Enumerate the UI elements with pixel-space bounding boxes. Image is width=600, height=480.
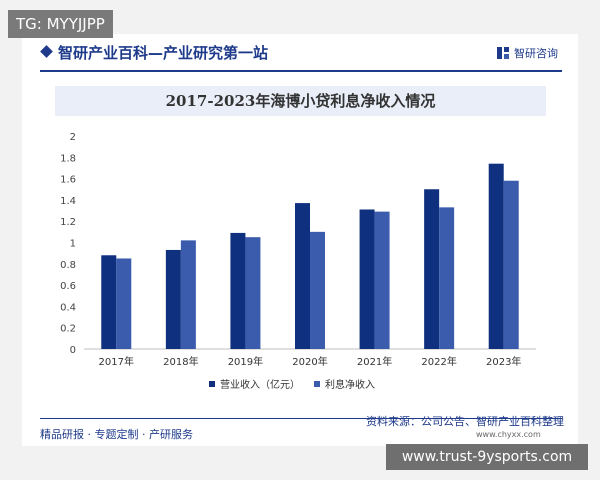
bar-net-interest: [439, 207, 455, 349]
y-tick-label: 0.2: [60, 324, 76, 335]
legend-label-revenue: 营业收入（亿元）: [220, 380, 300, 391]
bar-revenue: [165, 249, 181, 349]
y-tick-label: 0.6: [60, 281, 76, 292]
y-tick-label: 1: [70, 239, 76, 250]
bar-net-interest: [180, 240, 196, 349]
legend-swatch-net-interest: [314, 380, 320, 387]
y-tick-label: 0.8: [60, 260, 76, 271]
chart-legend: 营业收入（亿元） 利息净收入: [209, 376, 389, 391]
bar-net-interest: [310, 231, 325, 349]
bar-revenue: [488, 163, 504, 349]
bar-net-interest: [374, 211, 390, 349]
bar-revenue: [359, 209, 375, 349]
y-tick-label: 2: [70, 132, 76, 143]
x-tick-label: 2018年: [163, 355, 198, 368]
footer-services: 精品研报 · 专题定制 · 产研服务: [40, 428, 193, 441]
footer-source: 资料来源：公司公告、智研产业百科整理: [366, 415, 564, 428]
header-divider: [40, 70, 562, 72]
x-tick-label: 2017年: [99, 355, 134, 368]
legend-item-revenue: 营业收入（亿元）: [209, 376, 300, 391]
y-tick-label: 1.4: [60, 196, 76, 207]
tg-tag: TG: MYYJJPP: [8, 10, 113, 38]
y-tick-label: 1.2: [60, 217, 76, 228]
legend-swatch-revenue: [209, 380, 215, 387]
footer-url: www.chyxx.com: [476, 430, 541, 439]
bar-revenue: [230, 232, 246, 349]
legend-item-net-interest: 利息净收入: [314, 376, 375, 391]
x-tick-label: 2023年: [486, 355, 521, 368]
bar-revenue: [101, 255, 117, 349]
y-tick-label: 1.8: [60, 153, 76, 164]
watermark-banner: www.trust-9ysports.com: [386, 444, 588, 470]
x-tick-label: 2020年: [292, 355, 327, 368]
x-tick-label: 2022年: [421, 355, 456, 368]
bar-net-interest: [245, 237, 261, 349]
brand-icon: [497, 47, 509, 59]
legend-label-net-interest: 利息净收入: [325, 380, 375, 391]
chart-title-band: [55, 86, 546, 116]
brand-name: 智研咨询: [514, 47, 558, 60]
y-tick-label: 0.4: [60, 302, 76, 313]
x-tick-label: 2021年: [357, 355, 392, 368]
bar-net-interest: [116, 258, 132, 349]
brand-logo: 智研咨询: [496, 45, 558, 61]
y-tick-label: 1.6: [60, 175, 76, 186]
header-title: 智研产业百科—产业研究第一站: [58, 44, 269, 62]
bar-net-interest: [503, 180, 519, 349]
chart-title: 2017-2023年海博小贷利息净收入情况: [165, 92, 436, 110]
footer-divider: [40, 418, 562, 419]
bar-revenue: [295, 203, 310, 349]
bar-revenue: [424, 189, 440, 349]
x-tick-label: 2019年: [228, 355, 263, 368]
y-tick-label: 0: [70, 345, 76, 356]
